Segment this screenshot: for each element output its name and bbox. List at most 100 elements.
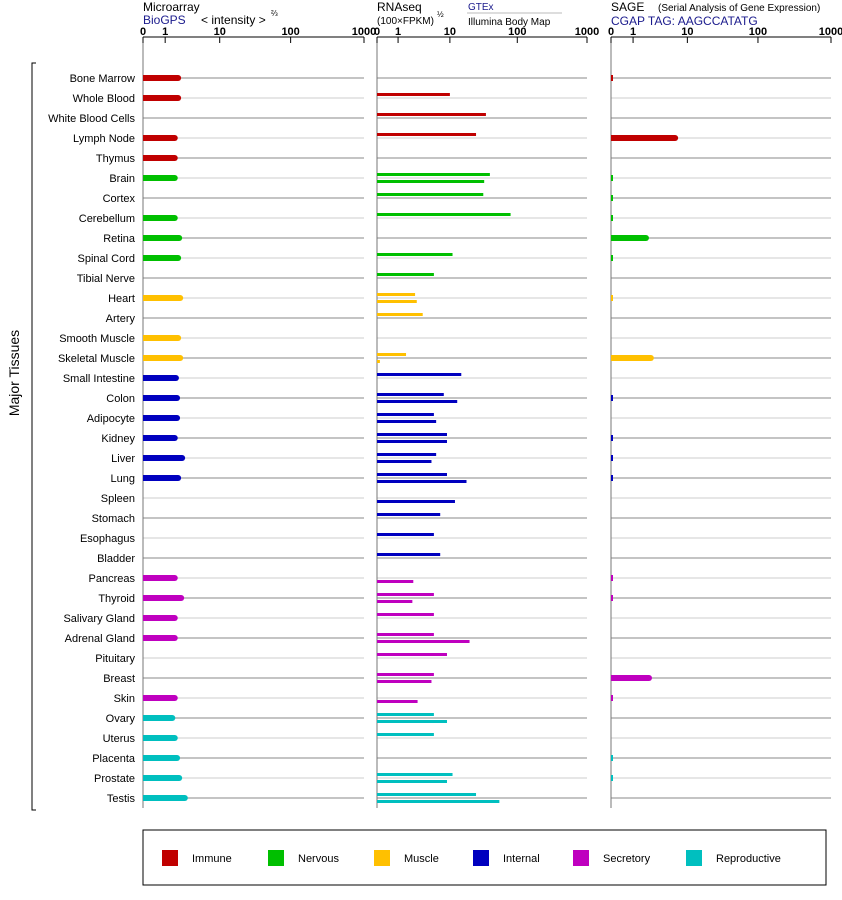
bar-microarray bbox=[143, 375, 176, 381]
bar-sage bbox=[611, 75, 613, 81]
bar-microarray bbox=[143, 215, 175, 221]
x-tick-label: 1000 bbox=[352, 26, 376, 38]
x-tick-label: 1 bbox=[630, 26, 636, 38]
tissue-label: White Blood Cells bbox=[48, 113, 135, 125]
legend-label: Nervous bbox=[298, 853, 339, 865]
bar-rnaseq-illumina bbox=[377, 680, 432, 683]
legend-label: Reproductive bbox=[716, 853, 781, 865]
bar-microarray-cap bbox=[171, 175, 178, 181]
bar-microarray-cap bbox=[175, 255, 182, 261]
bar-sage bbox=[611, 575, 613, 581]
tissue-label: Lung bbox=[111, 473, 135, 485]
panel-unit-label: (100×FPKM) bbox=[377, 16, 434, 27]
bar-microarray bbox=[143, 475, 179, 481]
bar-sage bbox=[611, 235, 646, 241]
bar-microarray-cap bbox=[171, 735, 178, 741]
legend-label: Secretory bbox=[603, 853, 651, 865]
tissue-label: Whole Blood bbox=[73, 93, 135, 105]
bar-microarray-cap bbox=[174, 415, 181, 421]
bar-sage bbox=[611, 775, 613, 781]
bar-microarray-cap bbox=[171, 135, 178, 141]
bar-sage-cap bbox=[647, 355, 654, 361]
tissue-label: Ovary bbox=[106, 713, 136, 725]
panel-subtitle: CGAP TAG: AAGCCATATG bbox=[611, 14, 758, 28]
tissue-label: Tibial Nerve bbox=[77, 273, 135, 285]
x-tick-label: 10 bbox=[214, 26, 226, 38]
bar-microarray-cap bbox=[177, 295, 184, 301]
bar-microarray bbox=[143, 615, 175, 621]
bar-microarray bbox=[143, 95, 179, 101]
bar-microarray-cap bbox=[171, 615, 178, 621]
bar-sage bbox=[611, 195, 613, 201]
bar-microarray-cap bbox=[175, 75, 182, 81]
bar-microarray bbox=[143, 795, 185, 801]
bar-microarray-cap bbox=[177, 355, 184, 361]
source-label-gtex: GTEx bbox=[468, 2, 494, 13]
bar-microarray-cap bbox=[171, 435, 178, 441]
bar-sage bbox=[611, 255, 613, 261]
tissue-label: Stomach bbox=[92, 513, 135, 525]
panel-rnaseq-header: RNAseq (100×FPKM) ½ GTEx Illumina Body M… bbox=[377, 0, 562, 28]
tissue-label: Testis bbox=[107, 793, 136, 805]
tissue-label: Pancreas bbox=[89, 573, 136, 585]
bar-sage bbox=[611, 475, 613, 481]
tissue-label: Esophagus bbox=[80, 533, 136, 545]
tissue-label: Pituitary bbox=[95, 653, 135, 665]
bar-rnaseq-gtex bbox=[377, 313, 423, 316]
tissue-bracket bbox=[31, 62, 36, 811]
panel-unit-superscript: ½ bbox=[437, 10, 444, 19]
bar-sage bbox=[611, 755, 613, 761]
y-axis-label: Major Tissues bbox=[6, 330, 22, 416]
bar-rnaseq-gtex bbox=[377, 293, 416, 296]
tissue-label: Brain bbox=[109, 173, 135, 185]
bar-microarray bbox=[143, 455, 183, 461]
x-tick-label: 0 bbox=[374, 26, 380, 38]
bar-rnaseq-gtex bbox=[377, 533, 434, 536]
bar-microarray-cap bbox=[171, 635, 178, 641]
bar-rnaseq-illumina bbox=[377, 360, 380, 363]
legend-swatch bbox=[473, 850, 489, 866]
bar-rnaseq-gtex bbox=[377, 353, 407, 356]
tissue-label: Bladder bbox=[97, 553, 135, 565]
source-label-illumina: Illumina Body Map bbox=[468, 17, 551, 28]
bar-microarray-cap bbox=[174, 395, 181, 401]
panel-title: SAGE bbox=[611, 0, 644, 14]
x-tick-label: 1000 bbox=[575, 26, 599, 38]
bar-rnaseq-gtex bbox=[377, 793, 477, 796]
bar-microarray-cap bbox=[172, 375, 179, 381]
bar-sage bbox=[611, 395, 613, 401]
bar-microarray bbox=[143, 155, 175, 161]
tissue-label: Lymph Node bbox=[73, 133, 135, 145]
bar-microarray-cap bbox=[175, 95, 182, 101]
x-tick-label: 10 bbox=[444, 26, 456, 38]
bar-rnaseq-gtex bbox=[377, 193, 484, 196]
panel-subtitle: BioGPS bbox=[143, 13, 186, 27]
bar-microarray bbox=[143, 755, 178, 761]
bar-rnaseq-gtex bbox=[377, 393, 444, 396]
bar-sage-cap bbox=[672, 135, 679, 141]
tissue-label: Cortex bbox=[103, 193, 136, 205]
bar-rnaseq-illumina bbox=[377, 400, 458, 403]
bar-rnaseq-gtex bbox=[377, 213, 511, 216]
tissue-label: Spleen bbox=[101, 493, 135, 505]
bar-rnaseq-illumina bbox=[377, 420, 437, 423]
bar-microarray-cap bbox=[179, 455, 186, 461]
legend-box bbox=[142, 829, 827, 886]
tissue-label: Adipocyte bbox=[87, 413, 135, 425]
bar-microarray bbox=[143, 355, 181, 361]
bar-microarray-cap bbox=[181, 795, 188, 801]
legend-swatch bbox=[268, 850, 284, 866]
tissue-label: Skeletal Muscle bbox=[58, 353, 135, 365]
bar-rnaseq-gtex bbox=[377, 593, 434, 596]
bar-microarray bbox=[143, 135, 175, 141]
tissue-label: Thyroid bbox=[98, 593, 135, 605]
legend-swatch bbox=[374, 850, 390, 866]
bar-rnaseq-illumina bbox=[377, 180, 485, 183]
bar-microarray bbox=[143, 235, 180, 241]
bar-microarray bbox=[143, 435, 175, 441]
panel-unit-label: < intensity > bbox=[201, 13, 266, 27]
bar-rnaseq-illumina bbox=[377, 480, 467, 483]
bar-microarray-cap bbox=[174, 755, 181, 761]
x-tick-label: 1 bbox=[162, 26, 168, 38]
bar-rnaseq-gtex bbox=[377, 133, 477, 136]
